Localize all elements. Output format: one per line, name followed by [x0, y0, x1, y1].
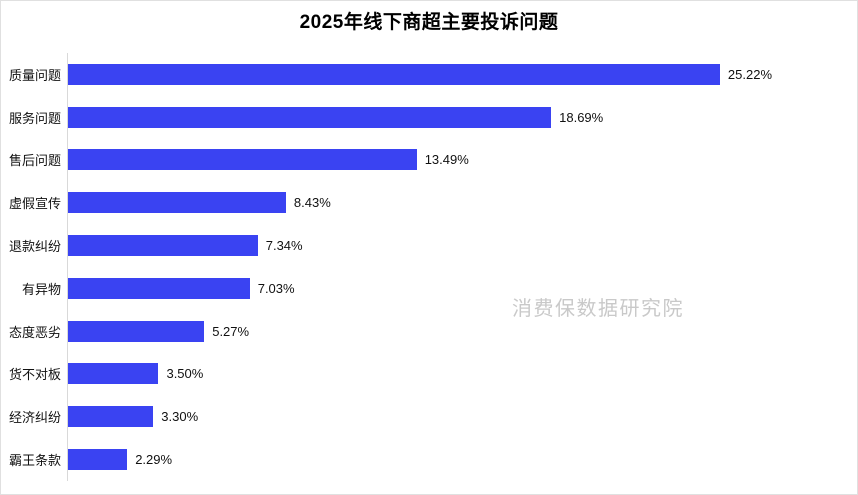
bar-row: 经济纠纷 3.30% — [1, 395, 857, 439]
value-label: 25.22% — [727, 66, 773, 82]
value-label: 7.34% — [265, 238, 303, 254]
bar-row: 虚假宣传 8.43% — [1, 181, 857, 225]
bar-area: 25.22% — [67, 53, 857, 96]
bar-area: 3.50% — [67, 352, 857, 396]
bar-row: 售后问题 13.49% — [1, 138, 857, 182]
category-label: 态度恶劣 — [8, 324, 61, 340]
category-label: 货不对板 — [8, 367, 61, 383]
bar — [68, 363, 159, 385]
bar-area: 8.43% — [67, 181, 857, 225]
category-label: 经济纠纷 — [8, 410, 61, 426]
value-label: 18.69% — [559, 109, 604, 125]
value-label: 8.43% — [293, 195, 331, 211]
category-label: 售后问题 — [8, 153, 61, 169]
bar — [68, 235, 258, 257]
value-label: 2.29% — [135, 452, 173, 468]
bar-area: 3.30% — [67, 395, 857, 439]
category-label: 霸王条款 — [8, 453, 61, 469]
bar-area: 18.69% — [67, 95, 857, 139]
bar-row: 退款纠纷 7.34% — [1, 224, 857, 267]
chart-title: 2025年线下商超主要投诉问题 — [299, 12, 559, 33]
bar — [68, 449, 128, 471]
bar — [68, 320, 205, 342]
category-label: 虚假宣传 — [8, 196, 61, 212]
bar — [68, 192, 286, 214]
bar-row: 质量问题 25.22% — [1, 53, 857, 96]
bar-area: 5.27% — [67, 309, 857, 353]
category-label: 有异物 — [21, 281, 61, 297]
bar-area: 7.03% — [67, 266, 857, 310]
bar — [68, 277, 250, 299]
bar-row: 霸王条款 2.29% — [1, 438, 857, 481]
bar-area: 2.29% — [67, 438, 857, 481]
bar — [68, 149, 417, 171]
category-label: 退款纠纷 — [8, 239, 61, 255]
bar-row: 有异物 7.03% — [1, 266, 857, 310]
bar — [68, 406, 154, 428]
bar-row: 货不对板 3.50% — [1, 352, 857, 396]
bar-area: 7.34% — [67, 224, 857, 267]
value-label: 3.50% — [166, 366, 204, 382]
bar — [68, 106, 552, 128]
category-label: 服务问题 — [8, 110, 61, 126]
bar-row: 态度恶劣 5.27% — [1, 309, 857, 353]
value-label: 13.49% — [424, 152, 469, 168]
plot-area: 质量问题 25.22% 服务问题 18.69% 售后问题 13.49% 虚假宣传 8.43% 退… — [1, 53, 857, 481]
value-label: 3.30% — [161, 409, 199, 425]
value-label: 7.03% — [257, 280, 295, 296]
bar-row: 服务问题 18.69% — [1, 95, 857, 139]
category-label: 质量问题 — [8, 67, 61, 83]
bar — [68, 63, 720, 85]
value-label: 5.27% — [212, 323, 250, 339]
bar-area: 13.49% — [67, 138, 857, 182]
